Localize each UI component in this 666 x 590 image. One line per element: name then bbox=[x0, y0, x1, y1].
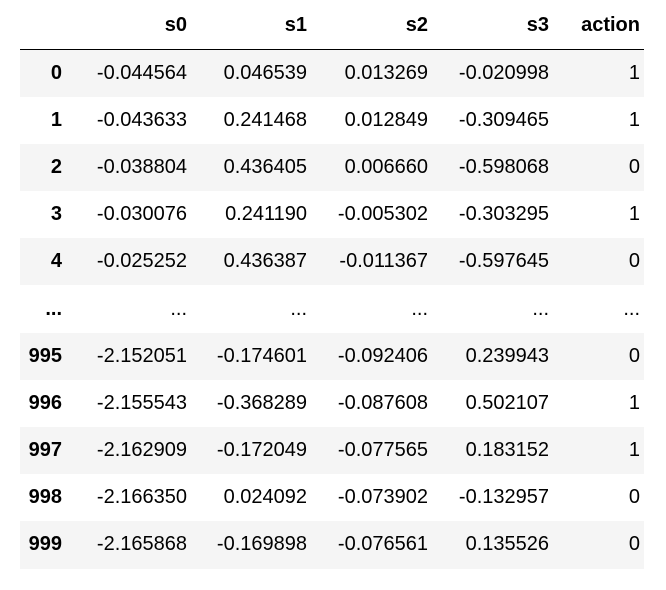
cell-s2: -0.092406 bbox=[337, 344, 428, 367]
cell-s1: 0.241468 bbox=[223, 108, 307, 131]
cell-action: 0 bbox=[628, 486, 640, 509]
table-row: 0 -0.044564 0.046539 0.013269 -0.020998 1 bbox=[20, 49, 644, 97]
header-row: s0 s1 s2 s3 action bbox=[20, 2, 644, 50]
cell-action: 1 bbox=[628, 203, 640, 226]
table-row: 997 -2.162909 -0.172049 -0.077565 0.183152 1 bbox=[20, 427, 644, 475]
column-header-s3: s3 bbox=[432, 2, 553, 50]
row-index: 997 bbox=[28, 439, 62, 462]
cell-action: 1 bbox=[628, 391, 640, 414]
column-header-s0: s0 bbox=[70, 2, 191, 50]
table-row: 999 -2.165868 -0.169898 -0.076561 0.135526 0 bbox=[20, 521, 644, 569]
cell-action: 1 bbox=[628, 108, 640, 131]
cell-s0: -0.043633 bbox=[96, 108, 187, 131]
column-header-s2: s2 bbox=[311, 2, 432, 50]
cell-s1: 0.046539 bbox=[223, 61, 307, 84]
cell-s0: -2.162909 bbox=[96, 439, 187, 462]
cell-s0: -2.152051 bbox=[96, 344, 187, 367]
table-row: 1 -0.043633 0.241468 0.012849 -0.309465 1 bbox=[20, 97, 644, 144]
cell-s0: -0.030076 bbox=[96, 203, 187, 226]
cell-s3: 0.183152 bbox=[465, 439, 549, 462]
dataframe-table: s0 s1 s2 s3 action 0 -0.044564 0.046539 0.0… bbox=[20, 2, 644, 569]
cell-s3: -0.597645 bbox=[458, 250, 549, 273]
cell-action: 1 bbox=[628, 439, 640, 462]
table-header: s0 s1 s2 s3 action bbox=[20, 2, 644, 50]
index-header bbox=[20, 2, 70, 50]
row-index: 996 bbox=[28, 391, 62, 414]
cell-s1: 0.436387 bbox=[223, 250, 307, 273]
cell-s3: 0.502107 bbox=[465, 391, 549, 414]
cell-s0: -2.166350 bbox=[96, 486, 187, 509]
row-index: 3 bbox=[50, 203, 62, 226]
cell-s3: -0.020998 bbox=[458, 61, 549, 84]
cell-action: 0 bbox=[628, 155, 640, 178]
table-body: 0 -0.044564 0.046539 0.013269 -0.020998 1 1 -0.… bbox=[20, 49, 644, 569]
table-row: 998 -2.166350 0.024092 -0.073902 -0.132957 0 bbox=[20, 474, 644, 521]
cell-s2: 0.012849 bbox=[344, 108, 428, 131]
cell-s1: -0.174601 bbox=[216, 344, 307, 367]
column-header-s1: s1 bbox=[191, 2, 311, 50]
cell-s2: -0.011367 bbox=[339, 250, 428, 273]
cell-s3: 0.135526 bbox=[465, 533, 549, 556]
table-row: 2 -0.038804 0.436405 0.006660 -0.598068 0 bbox=[20, 143, 644, 192]
row-index: 4 bbox=[50, 250, 62, 273]
cell-s2: -0.005302 bbox=[337, 203, 428, 226]
row-index: 1 bbox=[50, 108, 62, 131]
cell-s1: -0.172049 bbox=[216, 439, 307, 462]
cell-s2: -0.087608 bbox=[337, 391, 428, 414]
table-row: 3 -0.030076 0.241190 -0.005302 -0.303295 1 bbox=[20, 191, 644, 238]
row-index: 2 bbox=[50, 155, 62, 178]
row-index: 995 bbox=[28, 344, 62, 367]
row-index: 999 bbox=[28, 533, 62, 556]
cell-s3: -0.303295 bbox=[458, 203, 549, 226]
cell-s2: -0.076561 bbox=[337, 533, 428, 556]
row-index: 0 bbox=[50, 61, 62, 84]
cell-s0: -0.038804 bbox=[96, 155, 187, 178]
cell-s0: ... bbox=[170, 297, 187, 320]
table-row: .................. bbox=[20, 285, 644, 332]
cell-s0: -2.165868 bbox=[96, 533, 187, 556]
column-header-action: action bbox=[553, 2, 644, 50]
table-row: 996 -2.155543 -0.368289 -0.087608 0.502107 1 bbox=[20, 380, 644, 427]
cell-s2: -0.073902 bbox=[337, 486, 428, 509]
cell-s2: -0.077565 bbox=[337, 439, 428, 462]
table-row: 995 -2.152051 -0.174601 -0.092406 0.239943 0 bbox=[20, 332, 644, 380]
cell-s1: ... bbox=[290, 297, 307, 320]
cell-s3: 0.239943 bbox=[465, 344, 549, 367]
cell-action: 0 bbox=[628, 250, 640, 273]
cell-s3: -0.598068 bbox=[458, 155, 549, 178]
cell-s3: -0.309465 bbox=[458, 108, 549, 131]
cell-s1: -0.169898 bbox=[216, 533, 307, 556]
cell-s2: 0.013269 bbox=[344, 61, 428, 84]
cell-s0: -0.044564 bbox=[96, 61, 187, 84]
cell-action: ... bbox=[623, 297, 640, 320]
cell-action: 0 bbox=[628, 533, 640, 556]
table-row: 4 -0.025252 0.436387 -0.011367 -0.597645 0 bbox=[20, 238, 644, 286]
cell-s1: -0.368289 bbox=[216, 391, 307, 414]
cell-s0: -0.025252 bbox=[96, 250, 187, 273]
cell-s2: 0.006660 bbox=[344, 155, 428, 178]
cell-s3: ... bbox=[532, 297, 549, 320]
row-index: ... bbox=[45, 297, 62, 320]
cell-s1: 0.241190 bbox=[225, 203, 307, 226]
cell-s1: 0.024092 bbox=[223, 486, 307, 509]
dataframe-output: s0 s1 s2 s3 action 0 -0.044564 0.046539 0.0… bbox=[20, 2, 644, 569]
cell-s2: ... bbox=[411, 297, 428, 320]
cell-action: 0 bbox=[628, 344, 640, 367]
cell-s0: -2.155543 bbox=[96, 391, 187, 414]
cell-s3: -0.132957 bbox=[458, 486, 549, 509]
row-index: 998 bbox=[28, 486, 62, 509]
cell-s1: 0.436405 bbox=[223, 155, 307, 178]
cell-action: 1 bbox=[628, 61, 640, 84]
